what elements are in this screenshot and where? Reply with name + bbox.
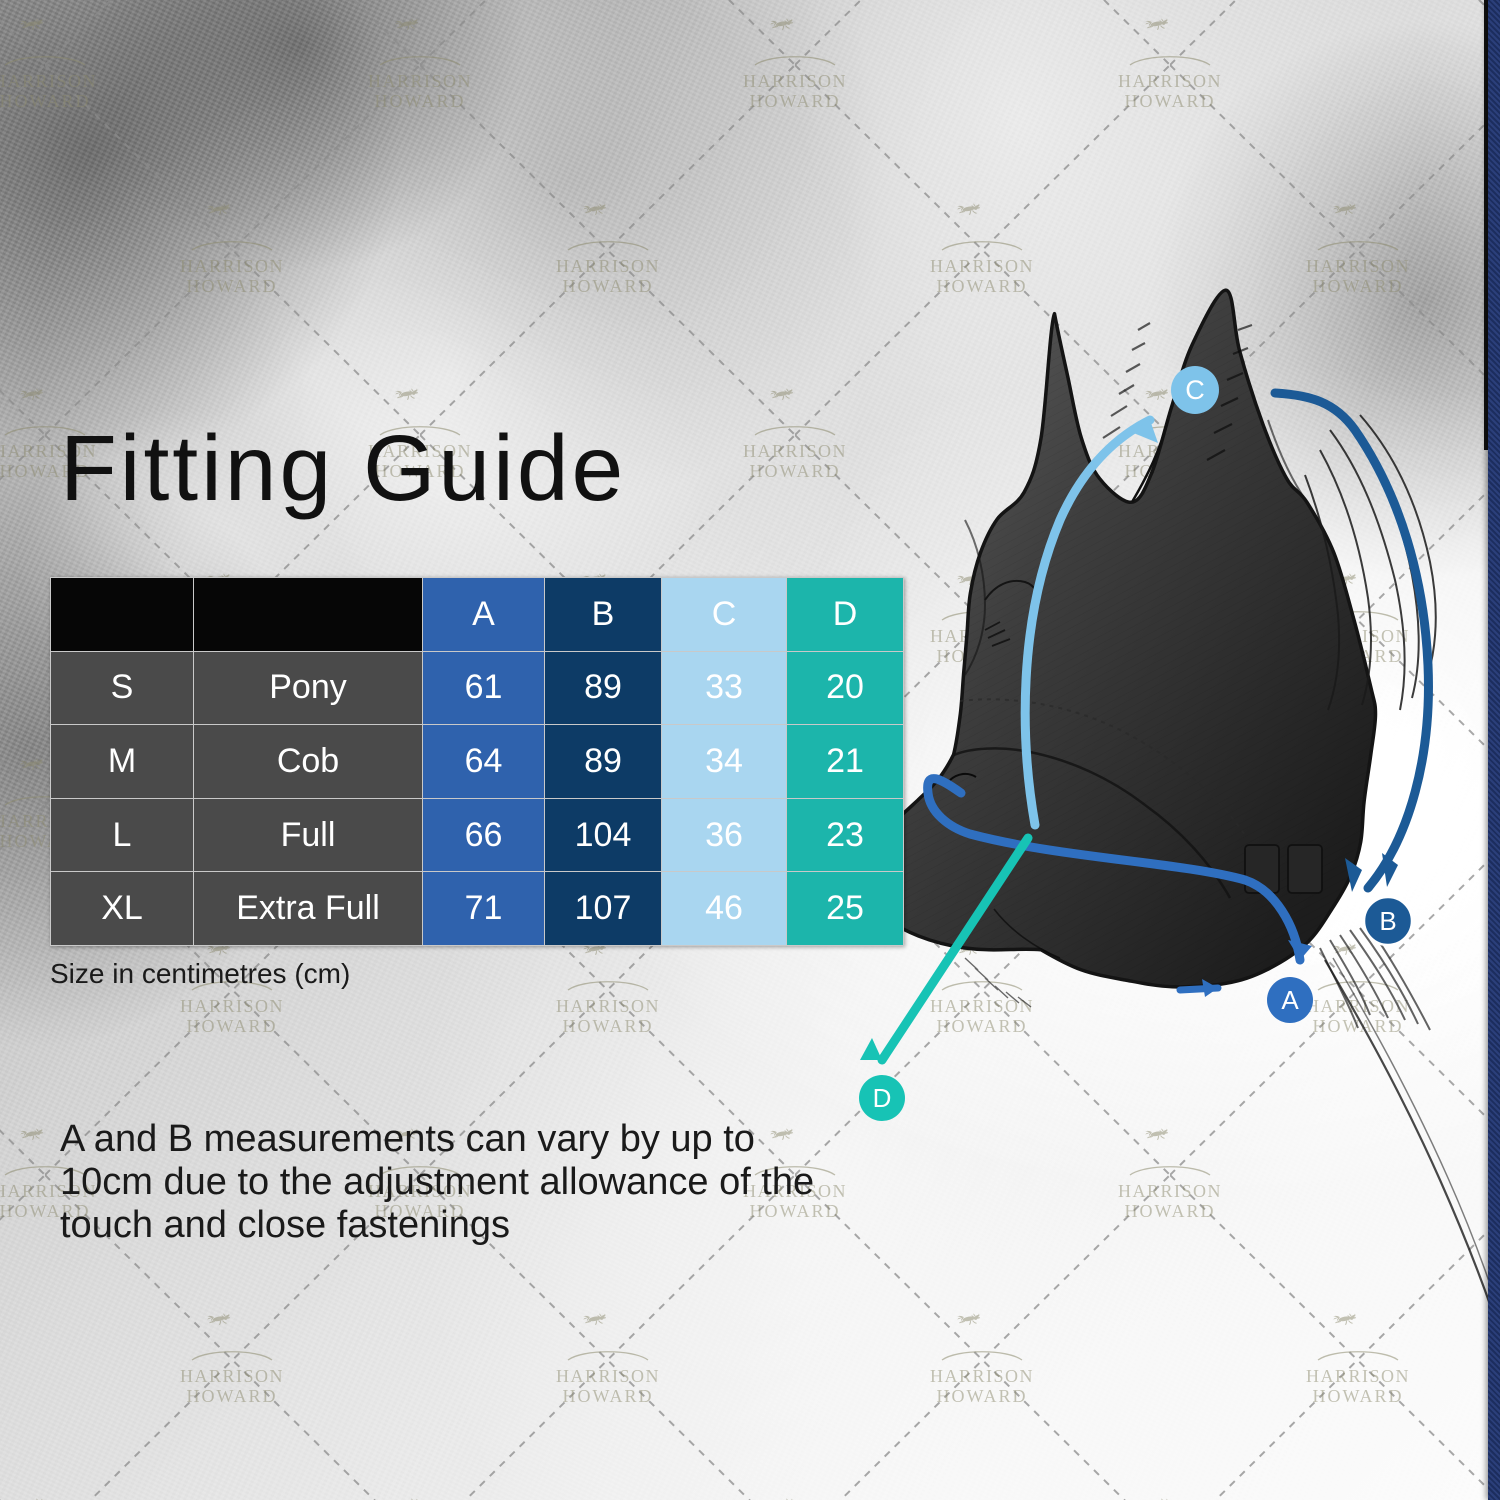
svg-text:A: A [1281, 985, 1299, 1015]
svg-text:D: D [873, 1083, 892, 1113]
svg-text:B: B [1379, 906, 1396, 936]
svg-text:C: C [1185, 375, 1205, 405]
